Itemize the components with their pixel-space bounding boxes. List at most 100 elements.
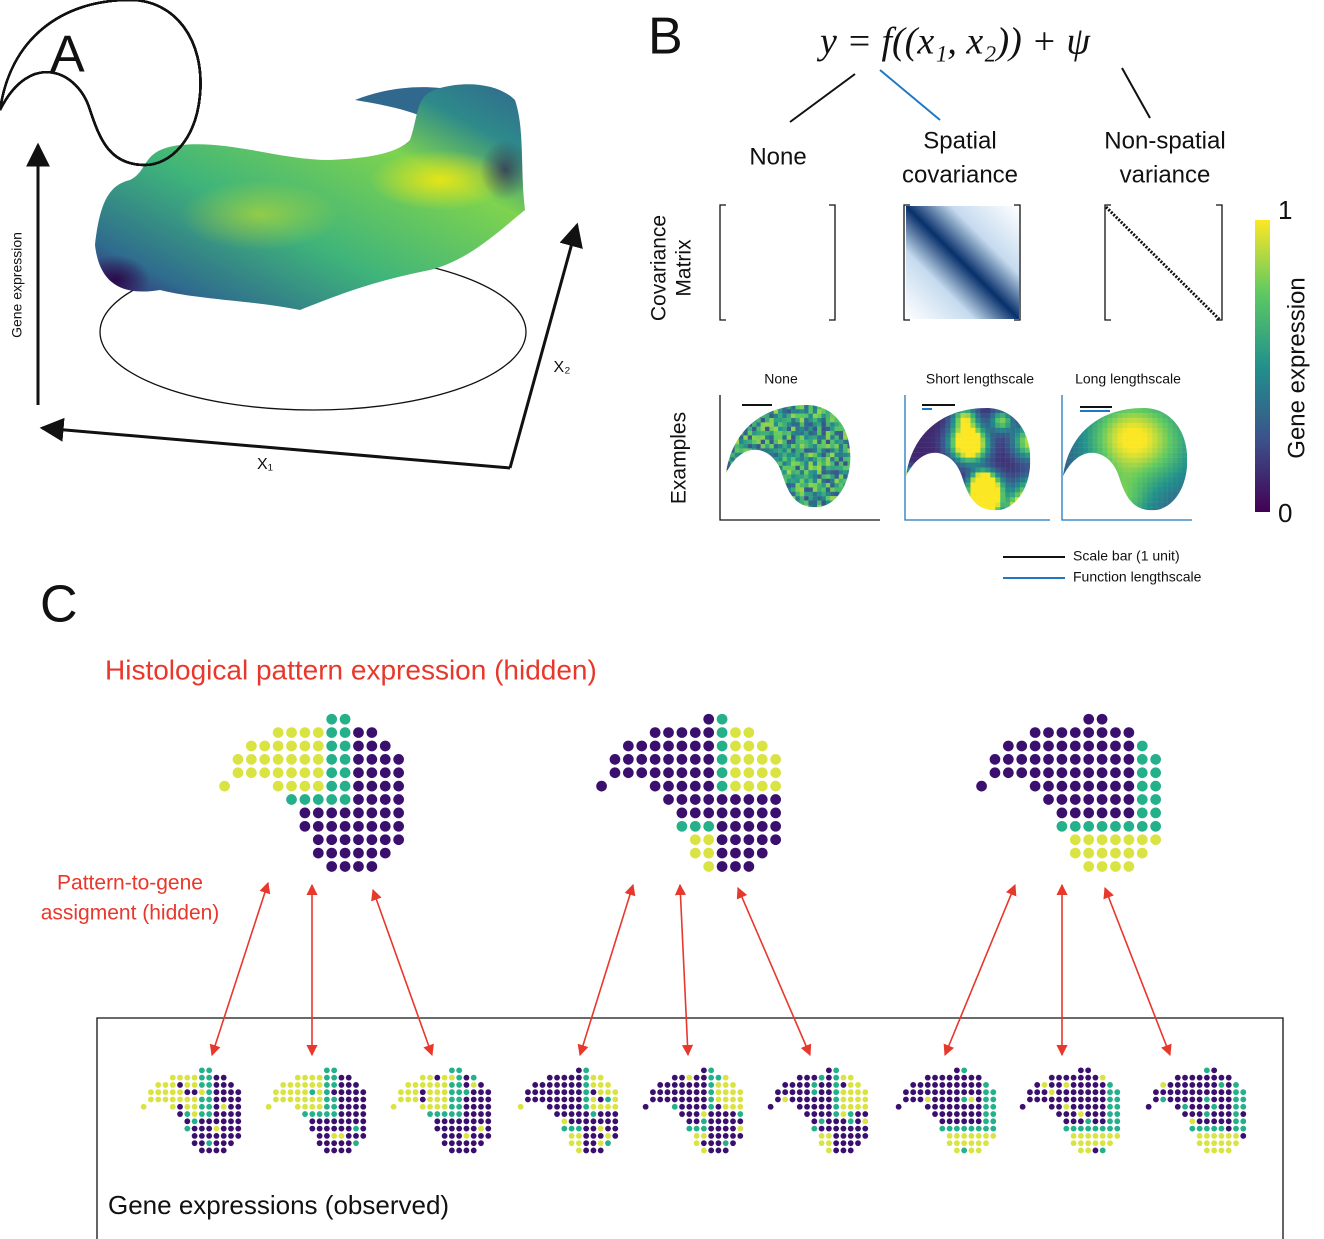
pixel xyxy=(995,477,1000,482)
pixel xyxy=(1152,408,1157,413)
pixel xyxy=(980,463,985,468)
pixel xyxy=(906,507,911,512)
pixel xyxy=(787,483,792,488)
pixel xyxy=(941,418,946,423)
pixel xyxy=(906,418,911,423)
spot xyxy=(309,1089,315,1095)
pixel xyxy=(911,453,916,458)
pixel xyxy=(1162,477,1167,482)
pixel xyxy=(813,440,818,445)
pixel xyxy=(839,409,844,414)
pixel xyxy=(791,444,796,449)
spot xyxy=(961,1133,967,1139)
pixel xyxy=(821,500,826,505)
pixel xyxy=(739,435,744,440)
pixel xyxy=(951,482,956,487)
spot xyxy=(990,1104,996,1110)
pixel xyxy=(1078,482,1083,487)
pixel xyxy=(735,448,740,453)
term-label: None xyxy=(749,143,806,170)
pixel xyxy=(1078,463,1083,468)
pixel xyxy=(1083,507,1088,512)
spot xyxy=(848,1075,854,1081)
pixel xyxy=(765,453,770,458)
pixel xyxy=(1000,433,1005,438)
spot xyxy=(569,1104,575,1110)
spot xyxy=(1097,808,1108,819)
spot xyxy=(302,1097,308,1103)
pixel xyxy=(1108,463,1113,468)
spot xyxy=(947,1111,953,1117)
panel-label: C xyxy=(40,576,78,634)
pixel xyxy=(941,458,946,463)
pixel xyxy=(848,427,853,432)
pixel xyxy=(1147,433,1152,438)
pixel xyxy=(765,483,770,488)
legend-label: Function lengthscale xyxy=(1073,569,1202,585)
spot xyxy=(1233,1133,1239,1139)
spot xyxy=(1049,1075,1055,1081)
spot xyxy=(1197,1082,1203,1088)
spot xyxy=(583,1140,589,1146)
pixel xyxy=(1162,448,1167,453)
pixel xyxy=(1162,497,1167,502)
spot xyxy=(1124,834,1135,845)
pixel xyxy=(1068,448,1073,453)
spot xyxy=(1049,1089,1055,1095)
spot xyxy=(932,1075,938,1081)
pixel xyxy=(756,414,761,419)
pixel xyxy=(946,507,951,512)
spot xyxy=(1070,808,1081,819)
pixel xyxy=(808,496,813,501)
spot xyxy=(540,1089,546,1095)
pixel xyxy=(990,507,995,512)
spot xyxy=(1107,1082,1113,1088)
pixel xyxy=(936,418,941,423)
pixel xyxy=(956,497,961,502)
pixel xyxy=(791,453,796,458)
spot xyxy=(353,861,364,872)
pixel xyxy=(1167,418,1172,423)
pixel xyxy=(726,496,731,501)
spot xyxy=(1219,1097,1225,1103)
pixel xyxy=(1068,472,1073,477)
spot xyxy=(612,1133,618,1139)
spot xyxy=(1107,1126,1113,1132)
pixel xyxy=(1157,507,1162,512)
pixel xyxy=(826,427,831,432)
spot xyxy=(1189,1111,1195,1117)
pixel xyxy=(1020,468,1025,473)
pixel xyxy=(787,440,792,445)
pixel xyxy=(1142,477,1147,482)
spot xyxy=(1150,808,1161,819)
pixel xyxy=(1172,507,1177,512)
pixel xyxy=(756,435,761,440)
spot xyxy=(1107,1097,1113,1103)
spot xyxy=(1107,1111,1113,1117)
spot xyxy=(1093,1111,1099,1117)
spot xyxy=(703,754,714,765)
pixel xyxy=(1132,433,1137,438)
spot xyxy=(1197,1075,1203,1081)
diagonal-matrix xyxy=(1106,207,1220,320)
spot xyxy=(1016,767,1027,778)
x1-axis-arrow xyxy=(42,428,510,468)
spot xyxy=(744,741,755,752)
spot xyxy=(184,1126,190,1132)
spot xyxy=(841,1075,847,1081)
pixel xyxy=(1010,458,1015,463)
pixel xyxy=(911,443,916,448)
spot xyxy=(1043,754,1054,765)
pixel xyxy=(995,453,1000,458)
spot xyxy=(939,1118,945,1124)
pixel xyxy=(1113,468,1118,473)
pixel xyxy=(1015,433,1020,438)
pixel xyxy=(980,492,985,497)
pixel xyxy=(848,448,853,453)
pixel xyxy=(1068,492,1073,497)
pixel xyxy=(1103,453,1108,458)
spot xyxy=(235,1118,241,1124)
spot xyxy=(612,1089,618,1095)
pixel xyxy=(756,440,761,445)
pixel xyxy=(1103,458,1108,463)
